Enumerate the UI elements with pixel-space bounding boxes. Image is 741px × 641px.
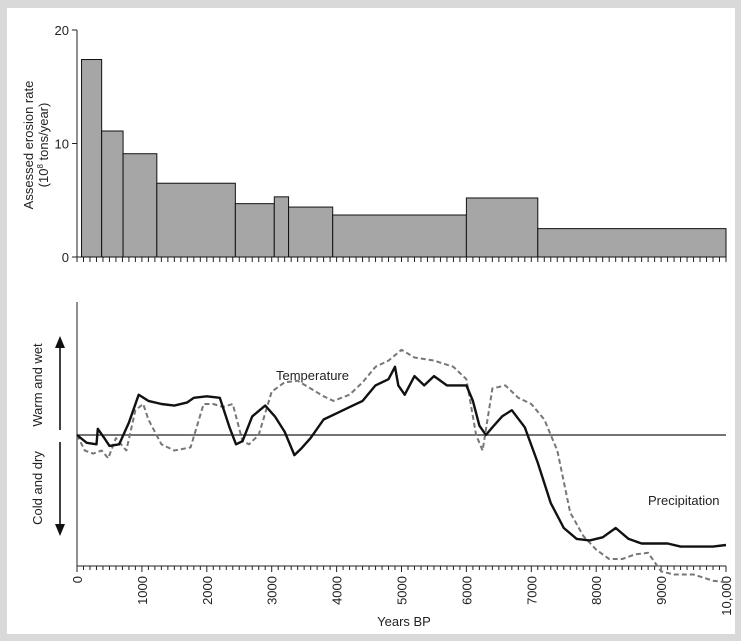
x-tick-label: 1000 [135,576,150,605]
x-tick-label: 6000 [459,576,474,605]
top-y-ticks: 0 10 20 [55,23,77,265]
x-tick-label: 2000 [200,576,215,605]
erosion-bar-chart: 0 10 20 Assessed erosion rate (108 tons/ye… [21,23,727,265]
erosion-bar [122,153,158,258]
unit-prefix: (10 [36,169,51,188]
x-tick-label: 10,000 [719,576,734,616]
unit-exponent: 8 [36,164,45,169]
bottom-x-tick-labels: 0 1000 2000 3000 4000 5000 6000 7000 8000 9000 10,… [70,576,734,616]
erosion-bar [101,130,124,258]
x-tick-label: 7000 [524,576,539,605]
warm-and-wet-label: Warm and wet [30,343,45,427]
unit-suffix: tons/year) [36,103,51,164]
erosion-bars [81,59,727,258]
temperature-series-label: Temperature [276,368,349,383]
y-tick-label: 20 [55,23,69,38]
x-tick-label: 9000 [654,576,669,605]
x-tick-label: 5000 [395,576,410,605]
climate-series [76,348,727,584]
erosion-bar [156,182,236,258]
bottom-x-ticks [76,566,727,572]
precipitation-line [76,365,727,548]
climate-line-chart: 0 1000 2000 3000 4000 5000 6000 7000 8000 9000 10,… [30,302,734,629]
x-tick-label: 0 [70,576,85,583]
top-x-minor-ticks [76,257,727,262]
cold-and-dry-label: Cold and dry [30,451,45,525]
temperature-line [76,348,727,584]
erosion-bar [465,197,539,258]
top-y-axis-label-line2: (108 tons/year) [36,103,51,188]
erosion-bar [332,214,467,258]
top-y-axis-label-line1: Assessed erosion rate [21,81,36,210]
x-axis-title: Years BP [377,614,431,629]
y-tick-label: 10 [55,137,69,152]
x-tick-label: 3000 [265,576,280,605]
erosion-bar [234,203,275,258]
erosion-bar [273,196,290,258]
erosion-bar [537,228,727,258]
erosion-bar [81,59,103,258]
erosion-bar [288,206,334,258]
x-tick-label: 4000 [330,576,345,605]
x-tick-label: 8000 [589,576,604,605]
arrow-up-icon [55,336,65,348]
precipitation-series-label: Precipitation [648,493,720,508]
y-tick-label: 0 [62,250,69,265]
arrow-down-icon [55,524,65,536]
